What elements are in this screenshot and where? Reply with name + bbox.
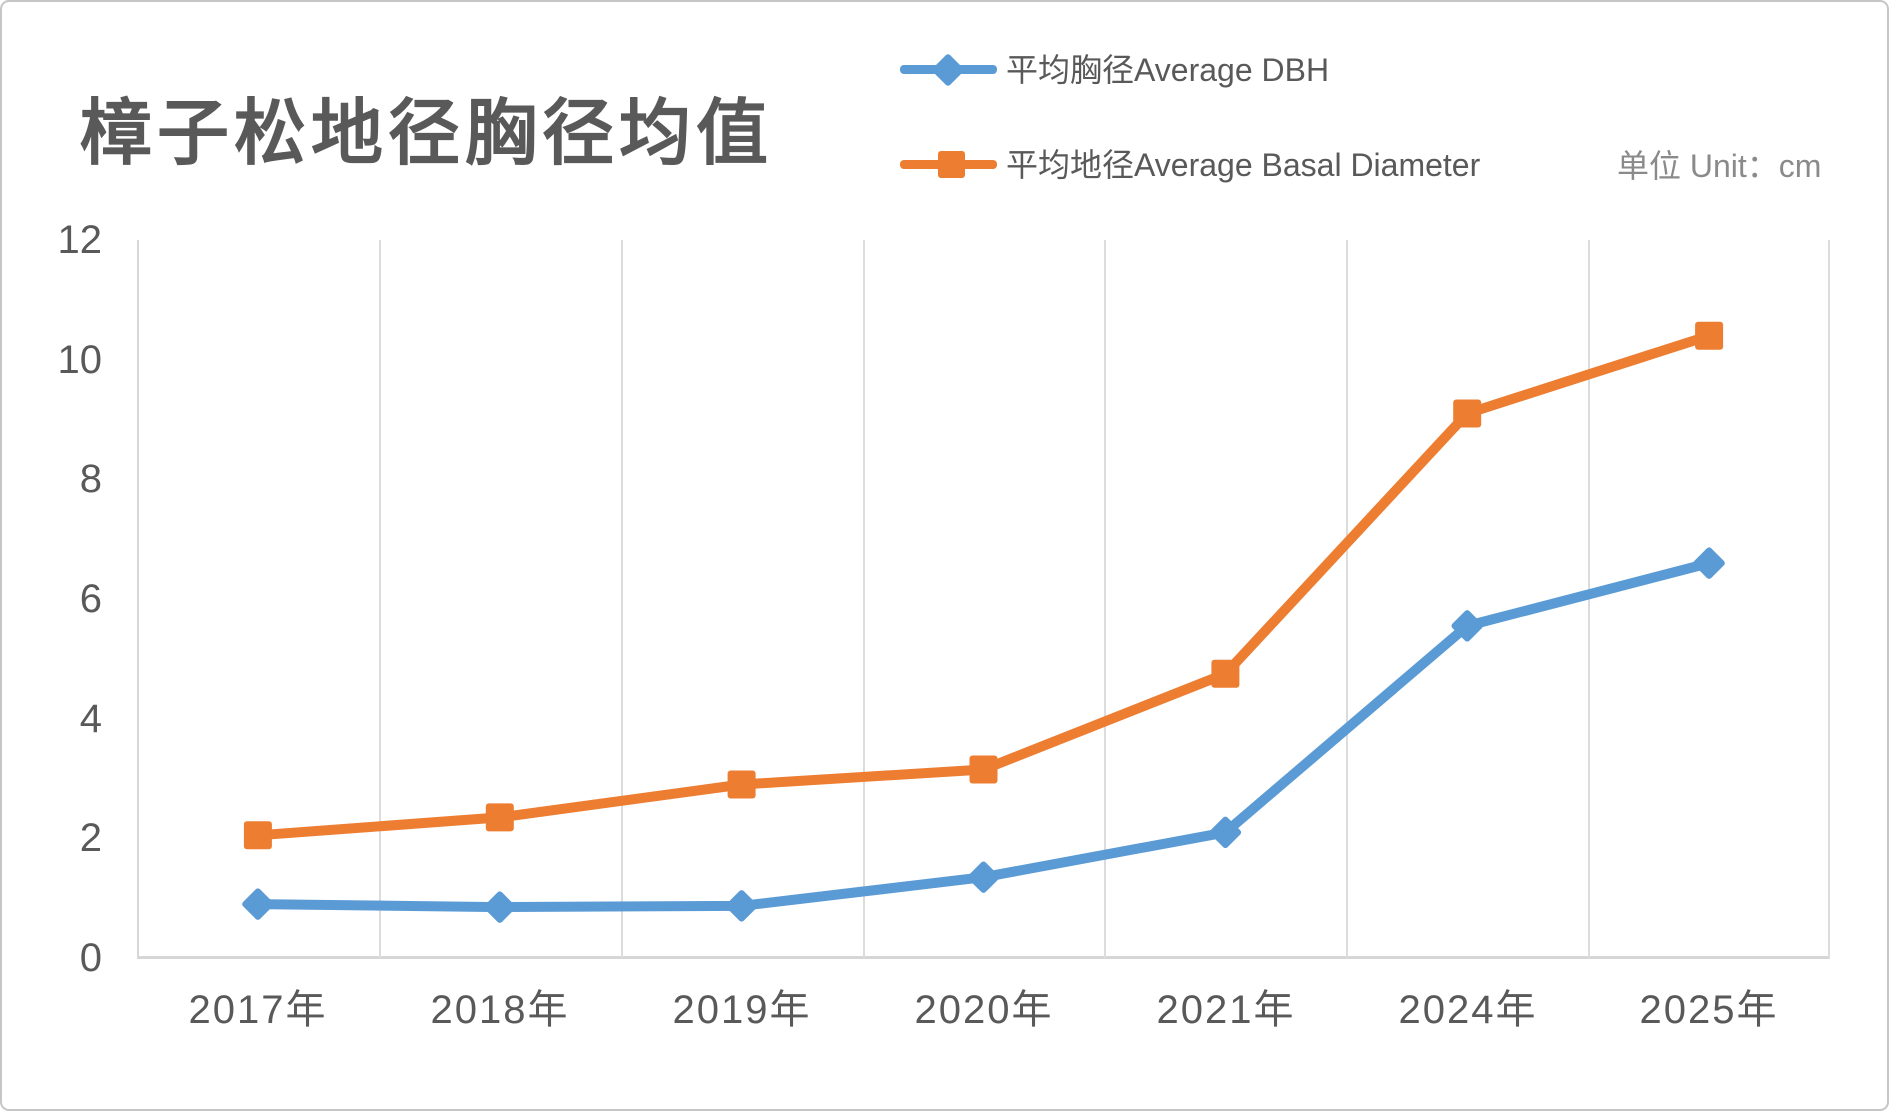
series-line-diamond: [257, 558, 1711, 913]
square-marker-icon: [938, 151, 965, 178]
data-point-square: [485, 803, 514, 832]
data-point-diamond: [725, 890, 758, 922]
x-axis-line: [137, 956, 1830, 959]
gridline: [863, 240, 865, 958]
data-point-diamond: [242, 888, 274, 920]
data-point-diamond: [484, 891, 516, 923]
gridline: [621, 240, 623, 958]
legend-label-basal: 平均地径Average Basal Diameter: [1006, 147, 1481, 183]
y-tick-10: 10: [57, 338, 103, 382]
y-tick-8: 8: [79, 457, 102, 501]
gridline: [1346, 240, 1348, 958]
data-point-square: [1695, 321, 1724, 350]
plot-area: [137, 240, 1830, 959]
data-point-square: [1453, 399, 1482, 428]
data-point-square: [969, 755, 998, 784]
y-axis-line: [137, 240, 139, 958]
data-point-diamond: [1209, 816, 1242, 849]
data-point-diamond: [967, 861, 1000, 893]
y-tick-12: 12: [57, 218, 103, 262]
x-tick-2024: 2024年: [1398, 988, 1538, 1032]
y-tick-6: 6: [79, 577, 102, 621]
x-tick-2018: 2018年: [430, 988, 570, 1032]
x-tick-2019: 2019年: [672, 988, 812, 1032]
x-tick-2025: 2025年: [1639, 988, 1779, 1032]
x-tick-2020: 2020年: [914, 988, 1054, 1032]
x-tick-2021: 2021年: [1156, 988, 1296, 1032]
y-tick-0: 0: [79, 936, 102, 980]
series-plot: [242, 321, 1725, 923]
data-point-square: [243, 821, 272, 850]
data-point-square: [1211, 659, 1240, 688]
data-point-square: [727, 770, 756, 799]
gridline: [1828, 240, 1830, 958]
unit-label: 单位 Unit：cm: [1617, 148, 1822, 184]
legend-label-dbh: 平均胸径Average DBH: [1006, 52, 1330, 88]
data-point-diamond: [1693, 547, 1725, 579]
diamond-marker-icon: [931, 53, 965, 87]
x-tick-2017: 2017年: [188, 988, 328, 1032]
y-tick-4: 4: [79, 697, 102, 741]
y-tick-2: 2: [79, 816, 102, 860]
data-point-diamond: [1451, 610, 1483, 642]
gridline: [1104, 240, 1106, 958]
chart-title: 樟子松地径胸径均值: [80, 94, 774, 174]
gridline: [379, 240, 381, 958]
